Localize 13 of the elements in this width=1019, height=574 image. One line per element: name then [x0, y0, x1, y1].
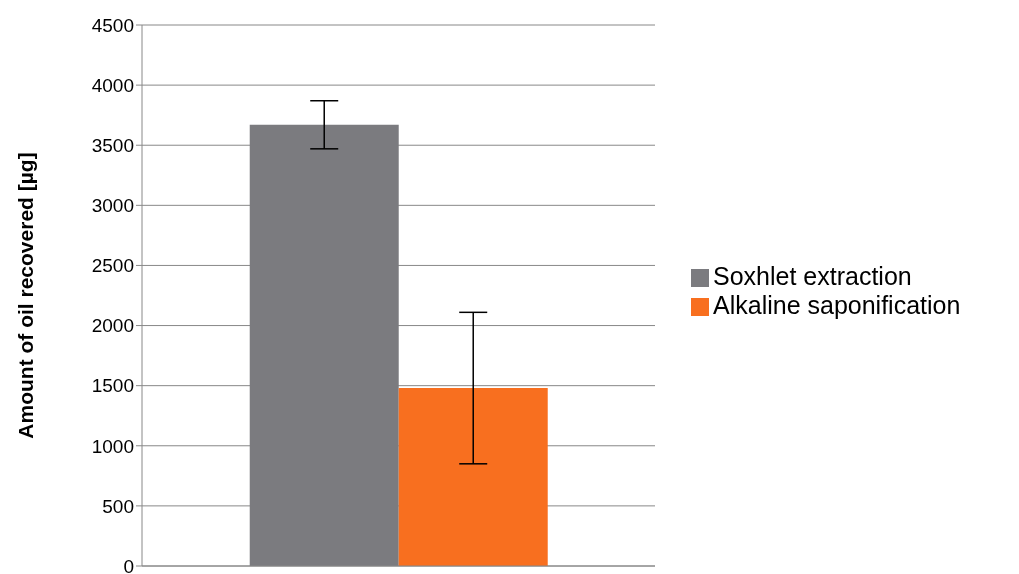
y-tick-label: 4000 — [91, 74, 134, 96]
y-tick-label: 2000 — [91, 315, 134, 337]
y-tick-label: 0 — [123, 555, 134, 574]
y-tick-label: 2500 — [91, 255, 134, 277]
y-tick-label: 3500 — [91, 134, 134, 156]
y-tick-label: 1500 — [91, 375, 134, 397]
y-tick-label: 1000 — [91, 435, 134, 457]
legend-label: Alkaline saponification — [713, 291, 961, 319]
y-tick-label: 4500 — [91, 14, 134, 36]
y-axis-title: Amount of oil recovered [µg] — [14, 152, 38, 439]
y-tick-label: 500 — [102, 495, 134, 517]
legend-label: Soxhlet extraction — [713, 262, 912, 290]
y-tick-label: 3000 — [91, 195, 134, 217]
